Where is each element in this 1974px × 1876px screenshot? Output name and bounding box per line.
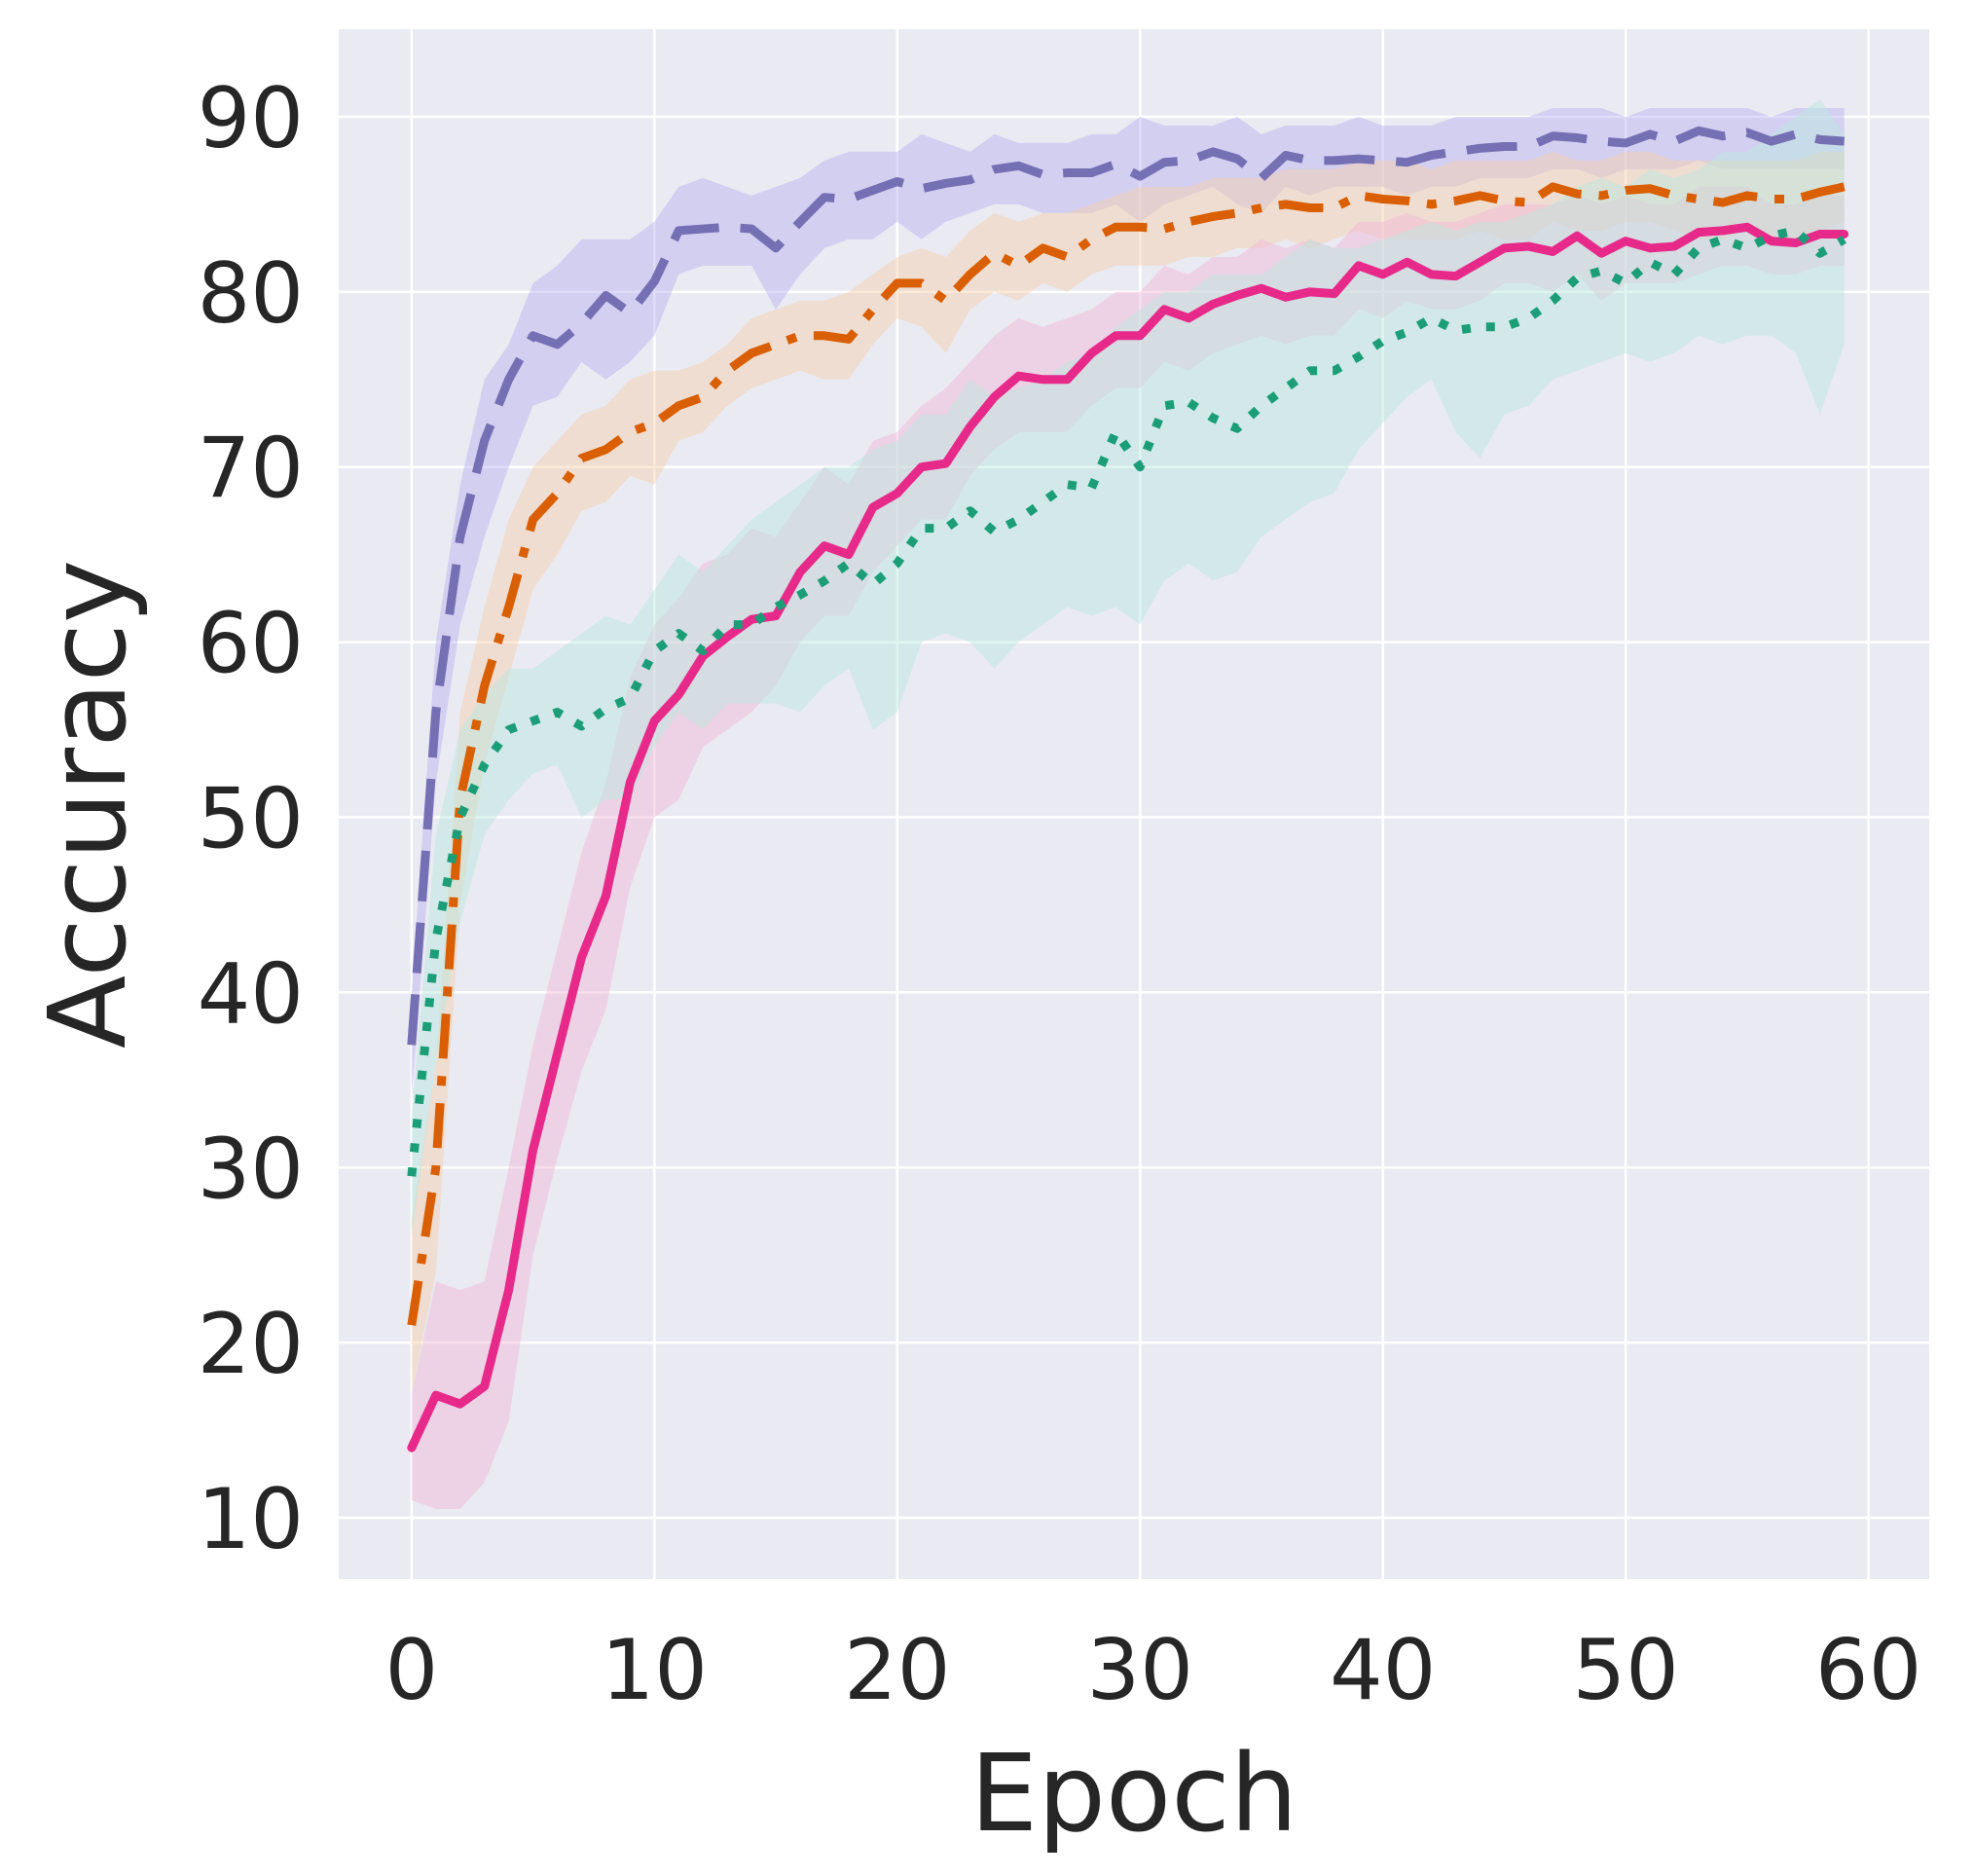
y-tick-label: 60: [198, 596, 304, 693]
x-tick-label: 30: [1087, 1622, 1193, 1719]
x-tick-label: 40: [1330, 1622, 1436, 1719]
series-line-dashed: [407, 126, 1846, 1046]
x-tick-label: 10: [602, 1622, 708, 1719]
series-lines: [407, 126, 1849, 1453]
x-tick-label: 0: [384, 1622, 438, 1719]
y-tick-label: 70: [198, 421, 304, 518]
series-line-dashdot: [407, 182, 1846, 1326]
plot-background: [339, 29, 1929, 1579]
tick-labels: 0 10 20 30 40 50 60 10 20 30 40 50 60 70 80 90: [198, 70, 1922, 1719]
y-tick-label: 20: [198, 1296, 304, 1393]
y-tick-label: 10: [198, 1471, 304, 1568]
confidence-band-dotted: [411, 98, 1845, 1238]
series-line-solid: [407, 222, 1849, 1453]
y-tick-label: 30: [198, 1121, 304, 1218]
x-axis-label: Epoch: [970, 1731, 1298, 1856]
confidence-bands: [411, 98, 1845, 1510]
x-tick-label: 50: [1572, 1622, 1678, 1719]
x-tick-label: 60: [1815, 1622, 1921, 1719]
y-tick-label: 80: [198, 245, 304, 343]
y-tick-label: 90: [198, 70, 304, 167]
y-tick-label: 50: [198, 770, 304, 867]
y-tick-label: 40: [198, 945, 304, 1043]
x-tick-label: 20: [844, 1622, 950, 1719]
y-axis-label: Accuracy: [25, 560, 150, 1048]
